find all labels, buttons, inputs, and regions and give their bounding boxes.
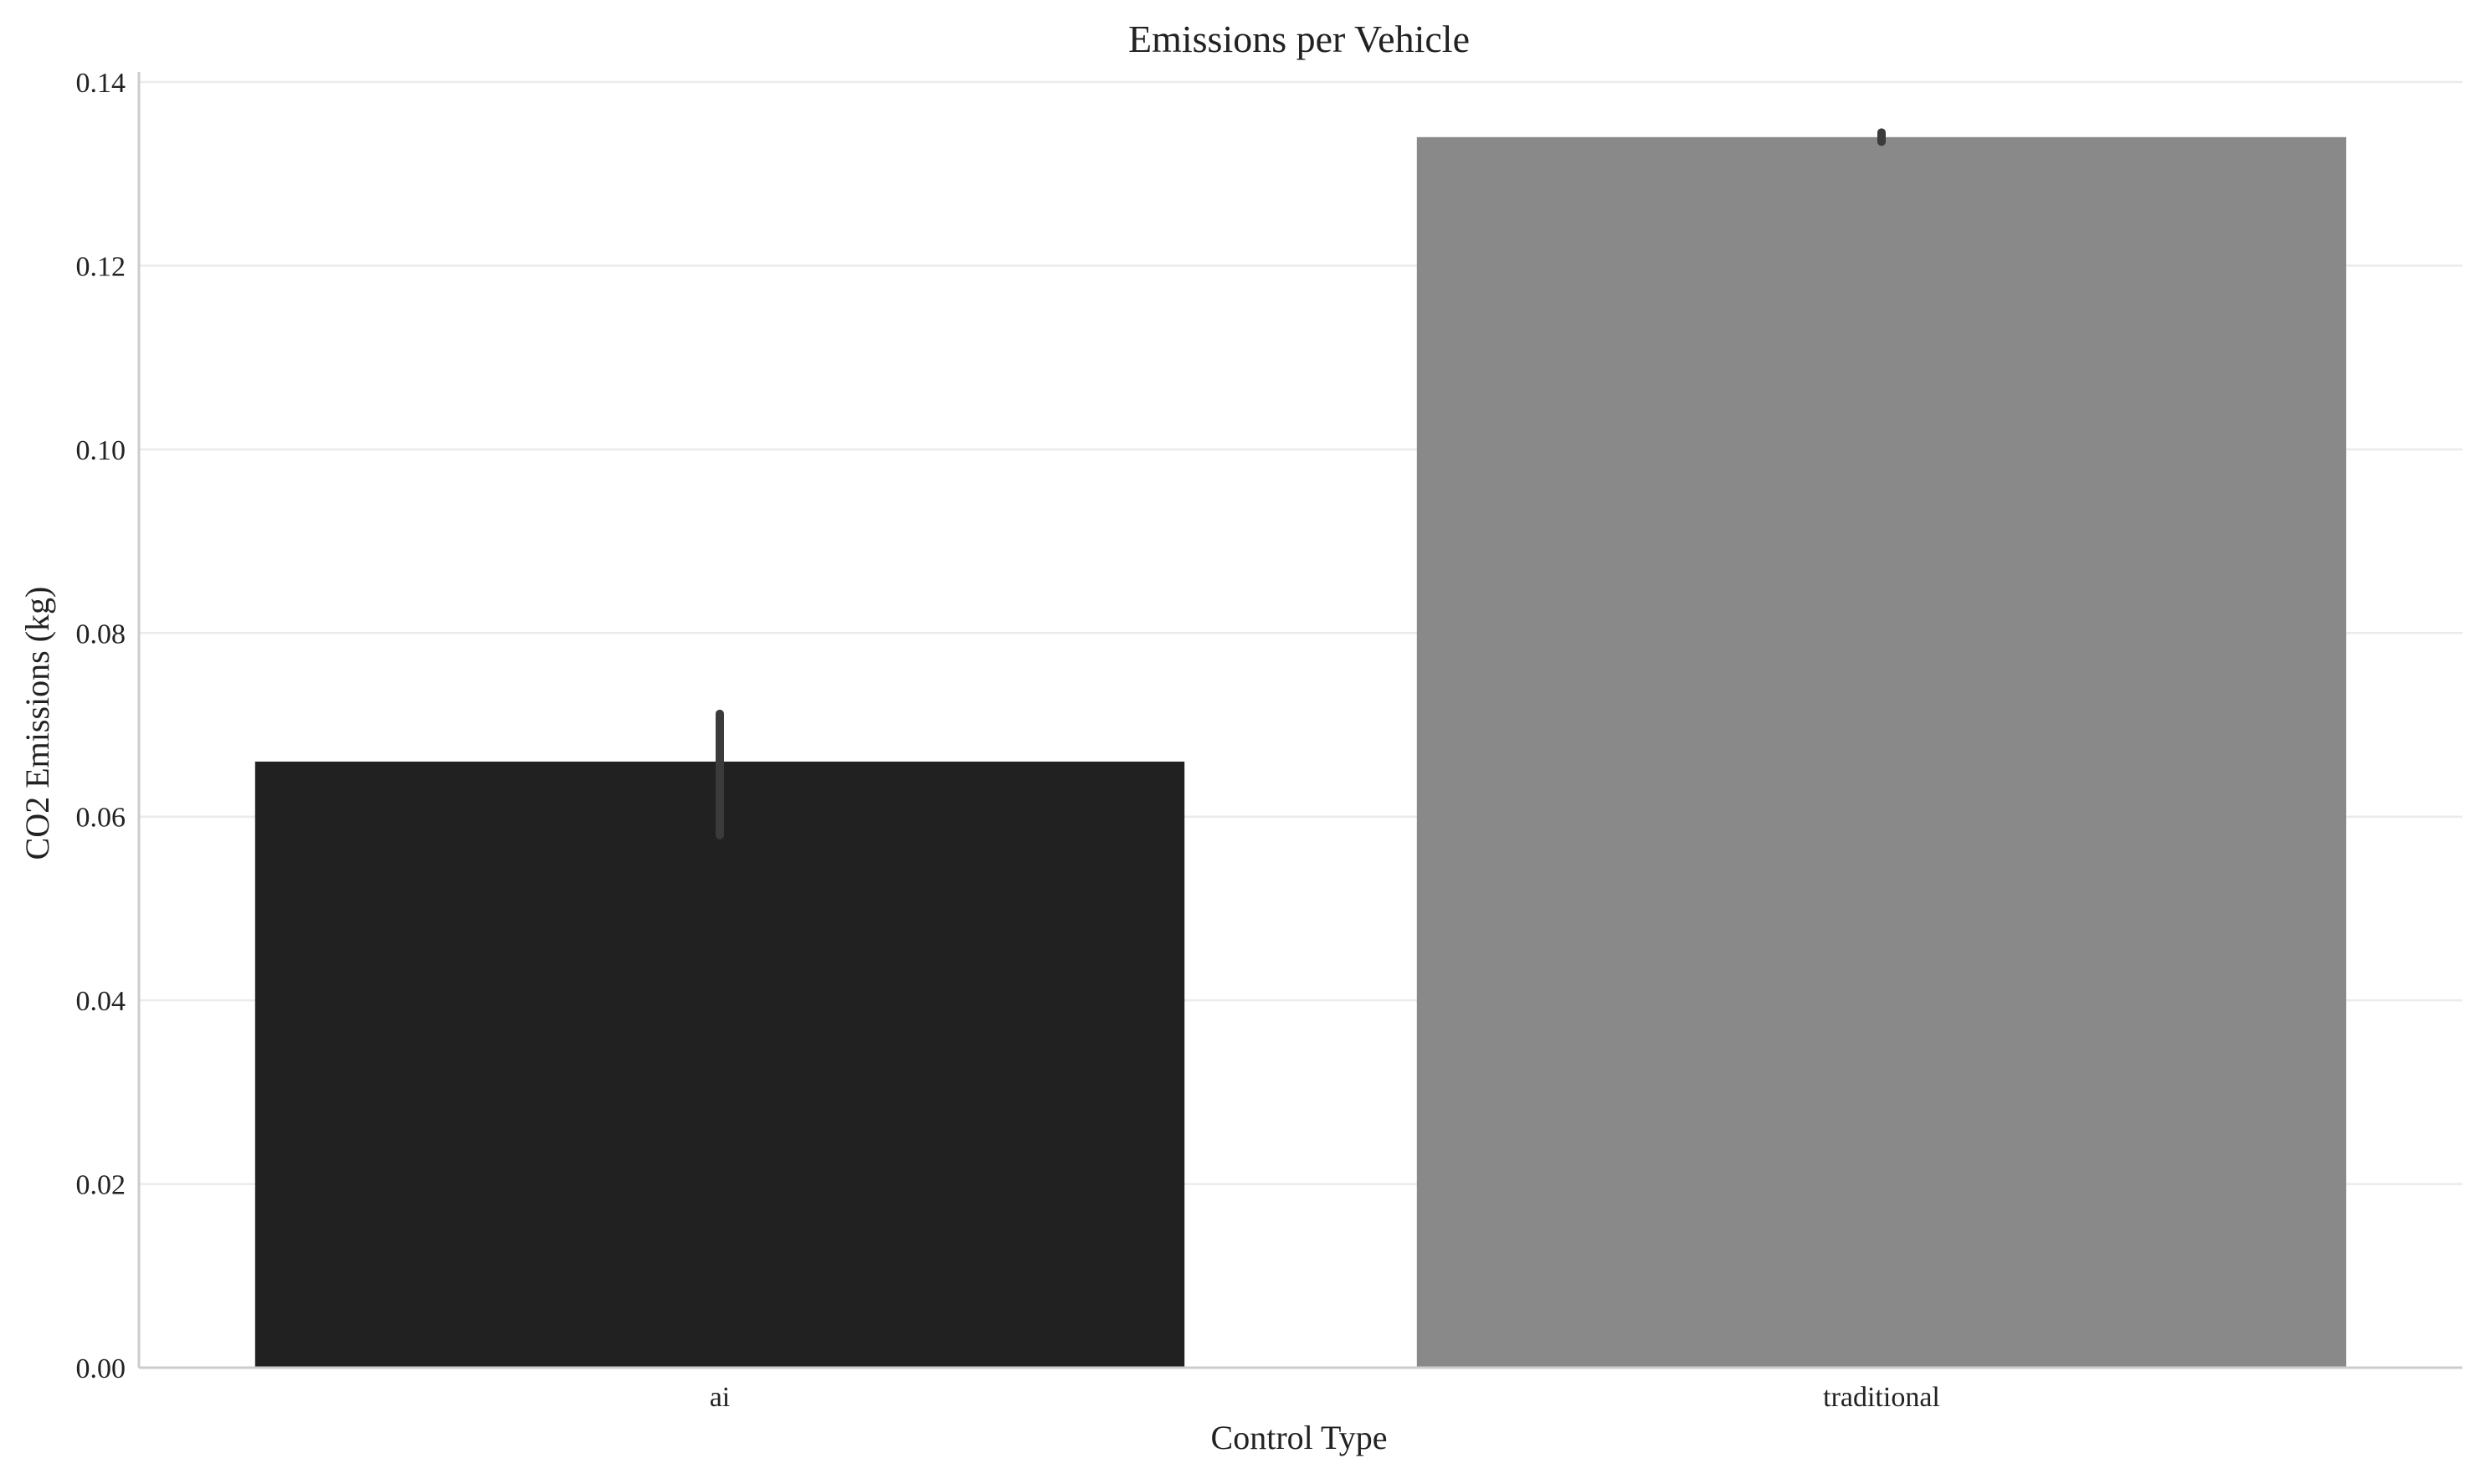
y-tick-label: 0.10 [76,435,126,466]
y-tick-label: 0.04 [76,986,126,1017]
error-bars [716,128,1886,840]
x-tick-labels: ai traditional [710,1382,1940,1413]
bar-ai [254,761,1185,1368]
y-tick-label: 0.12 [76,251,126,282]
y-tick-label: 0.06 [76,803,126,834]
y-tick-labels: 0.00 0.02 0.04 0.06 0.08 0.10 0.12 0.14 [76,68,126,1384]
x-tick-label: ai [710,1382,731,1413]
y-tick-label: 0.00 [76,1353,126,1384]
axes [137,72,2462,1369]
y-tick-label: 0.14 [76,68,126,99]
y-tick-label: 0.08 [76,619,126,650]
y-tick-label: 0.02 [76,1170,126,1201]
chart-title: Emissions per Vehicle [1128,18,1470,60]
x-axis-label: Control Type [1211,1419,1388,1456]
bar-traditional [1416,136,2347,1368]
y-axis-label: CO2 Emissions (kg) [18,587,56,860]
bars [254,136,2347,1368]
x-tick-label: traditional [1823,1382,1940,1413]
